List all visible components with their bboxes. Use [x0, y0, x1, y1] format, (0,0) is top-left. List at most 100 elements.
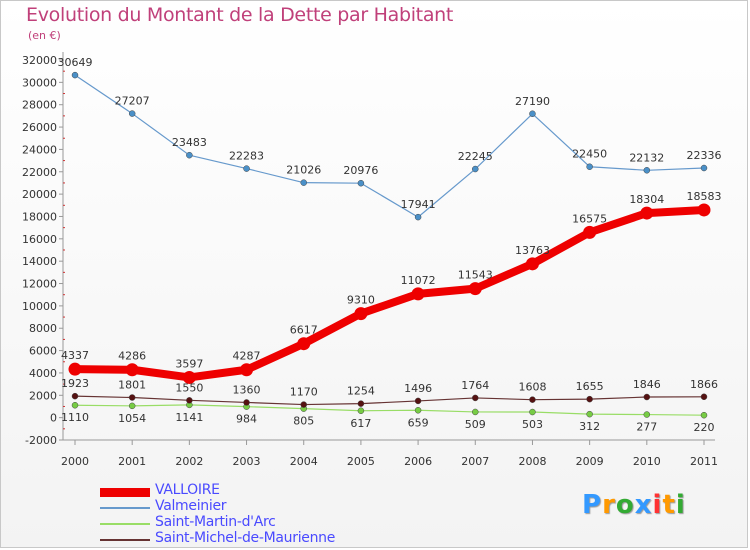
x-tick-label: 2011 — [690, 455, 718, 468]
data-label: 1110 — [61, 411, 89, 424]
x-tick-label: 2000 — [61, 455, 89, 468]
x-tick-label: 2009 — [576, 455, 604, 468]
data-label: 312 — [579, 420, 600, 433]
y-tick-label: 30000 — [22, 76, 57, 89]
data-point — [240, 363, 254, 377]
y-tick-label: 24000 — [22, 143, 57, 156]
data-point — [525, 257, 539, 271]
data-label: 1801 — [118, 379, 146, 392]
x-tick-label: 2002 — [175, 455, 203, 468]
y-tick-label: 18000 — [22, 210, 57, 223]
data-point — [472, 408, 479, 416]
data-point — [300, 179, 307, 186]
data-label: 1923 — [61, 377, 89, 390]
data-label: 984 — [236, 413, 257, 426]
y-tick-label: 26000 — [22, 121, 57, 134]
data-point — [700, 393, 708, 401]
legend-item: Saint-Michel-de-Maurienne — [100, 530, 400, 548]
data-point — [186, 151, 193, 159]
data-point — [71, 392, 79, 400]
data-label: 22132 — [629, 151, 664, 164]
data-point — [128, 402, 136, 410]
legend-swatch — [100, 539, 150, 541]
y-tick-label: -2000 — [25, 434, 57, 447]
data-label: 805 — [293, 415, 314, 428]
data-label: 30649 — [58, 56, 93, 69]
series-line-1 — [74, 74, 705, 218]
data-label: 659 — [408, 416, 429, 429]
data-point — [414, 407, 422, 414]
y-tick-label: 16000 — [22, 233, 57, 246]
logo-letter: i — [652, 490, 663, 520]
data-point — [71, 401, 79, 409]
data-point — [643, 167, 651, 174]
legend-swatch — [100, 487, 150, 497]
legend-swatch — [100, 507, 150, 509]
data-point — [357, 400, 365, 407]
data-point — [128, 110, 136, 117]
data-label: 1360 — [233, 383, 261, 396]
data-point — [414, 397, 422, 405]
data-point — [68, 362, 82, 376]
data-label: 27190 — [515, 95, 550, 108]
legend-item: VALLOIRE — [100, 482, 400, 500]
data-point — [643, 411, 651, 418]
data-point — [697, 203, 711, 217]
data-label: 22450 — [572, 148, 607, 161]
legend-label: Saint-Michel-de-Maurienne — [155, 530, 336, 546]
data-label: 4287 — [233, 350, 261, 363]
y-tick-label: 20000 — [22, 188, 57, 201]
data-label: 22245 — [458, 150, 493, 163]
y-tick-label: 8000 — [29, 322, 57, 335]
x-tick-label: 2010 — [633, 455, 661, 468]
logo-letter: i — [675, 490, 686, 520]
data-label: 13763 — [515, 244, 550, 257]
data-point — [243, 165, 250, 172]
logo-letter: x — [634, 490, 653, 520]
legend-item: Saint-Martin-d'Arc — [100, 514, 400, 532]
data-point — [243, 399, 250, 406]
y-tick-label: 32000 — [22, 54, 57, 67]
y-tick-label: 22000 — [22, 166, 57, 179]
data-point — [700, 164, 708, 172]
data-point — [700, 411, 708, 419]
data-label: 18583 — [687, 190, 722, 203]
data-point — [468, 282, 482, 296]
data-label: 22283 — [229, 150, 264, 163]
data-point — [529, 396, 536, 403]
x-tick-label: 2001 — [118, 455, 146, 468]
data-point — [357, 407, 365, 415]
data-label: 11543 — [458, 269, 493, 282]
data-label: 4337 — [61, 349, 89, 362]
data-point — [125, 363, 139, 377]
data-point — [357, 179, 365, 187]
data-point — [297, 337, 311, 351]
data-label: 1608 — [518, 381, 546, 394]
x-tick-label: 2007 — [461, 455, 489, 468]
chart-title: Evolution du Montant de la Dette par Hab… — [26, 4, 454, 26]
data-label: 509 — [465, 418, 486, 431]
logo-letter: t — [662, 490, 676, 520]
data-point — [643, 393, 651, 401]
data-point — [472, 165, 479, 173]
legend-label: Saint-Martin-d'Arc — [155, 514, 276, 530]
data-label: 16575 — [572, 212, 607, 225]
data-label: 20976 — [343, 164, 378, 177]
logo-letter: r — [602, 490, 616, 520]
data-point — [583, 225, 597, 239]
data-point — [586, 410, 593, 418]
data-label: 1170 — [290, 386, 318, 399]
data-label: 277 — [636, 421, 657, 434]
data-label: 1866 — [690, 378, 718, 391]
data-point — [472, 394, 479, 402]
proxiti-logo: Proxiti — [582, 490, 686, 520]
data-label: 1141 — [175, 411, 203, 424]
x-tick-label: 2006 — [404, 455, 432, 468]
x-tick-label: 2005 — [347, 455, 375, 468]
y-tick-label: 4000 — [29, 367, 57, 380]
data-point — [354, 307, 368, 321]
y-tick-label: 14000 — [22, 255, 57, 268]
data-point — [586, 395, 593, 403]
legend-swatch — [100, 523, 150, 525]
y-tick-label: 28000 — [22, 99, 57, 112]
